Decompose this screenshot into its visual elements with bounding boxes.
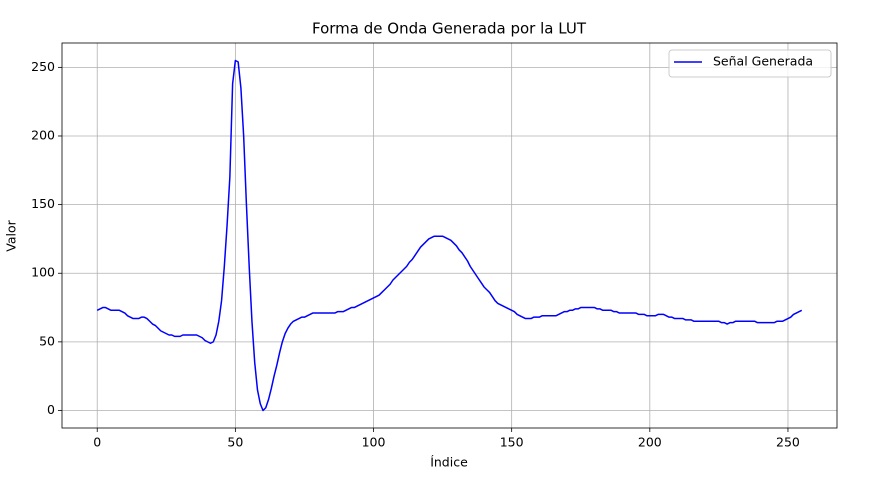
x-tick-label: 250 <box>776 435 800 450</box>
y-tick-label: 200 <box>31 127 55 142</box>
x-tick-label: 100 <box>362 435 386 450</box>
x-tick-label: 50 <box>227 435 243 450</box>
y-tick-label: 50 <box>39 333 55 348</box>
x-axis-label: Índice <box>430 455 468 470</box>
legend-box <box>668 49 832 78</box>
axes-frame <box>61 42 838 429</box>
y-tick-label: 100 <box>31 265 55 280</box>
y-tick-label: 0 <box>47 402 55 417</box>
y-tick-label: 250 <box>31 59 55 74</box>
y-axis-label: Valor <box>4 219 19 251</box>
x-tick-label: 150 <box>500 435 524 450</box>
legend-label: Señal Generada <box>713 54 813 69</box>
data-line <box>96 59 803 412</box>
y-tick-label: 150 <box>31 196 55 211</box>
x-tick-label: 0 <box>93 435 101 450</box>
chart-title: Forma de Onda Generada por la LUT <box>312 20 587 38</box>
x-tick-label: 200 <box>638 435 662 450</box>
